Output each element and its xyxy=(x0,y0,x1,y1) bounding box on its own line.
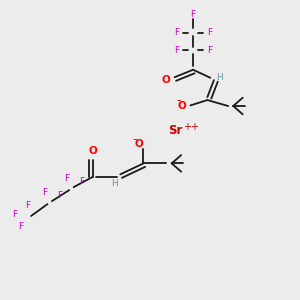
Text: -: - xyxy=(132,133,137,146)
Text: O: O xyxy=(178,101,187,111)
Text: F: F xyxy=(207,46,212,55)
Text: O: O xyxy=(162,75,171,85)
Text: F: F xyxy=(64,174,69,183)
Text: ++: ++ xyxy=(183,122,199,132)
Text: O: O xyxy=(88,146,97,156)
Text: Sr: Sr xyxy=(168,124,182,137)
Text: F: F xyxy=(18,222,23,231)
Text: -: - xyxy=(176,94,181,107)
Text: F: F xyxy=(174,46,179,55)
Text: F: F xyxy=(79,177,84,186)
Text: O: O xyxy=(135,139,143,149)
Text: F: F xyxy=(207,28,212,37)
Text: F: F xyxy=(174,28,179,37)
Text: F: F xyxy=(26,201,31,210)
Text: F: F xyxy=(57,191,62,200)
Text: F: F xyxy=(43,188,48,197)
Text: H: H xyxy=(111,179,118,188)
Text: H: H xyxy=(216,73,223,82)
Text: F: F xyxy=(190,10,196,19)
Text: F: F xyxy=(12,210,17,219)
